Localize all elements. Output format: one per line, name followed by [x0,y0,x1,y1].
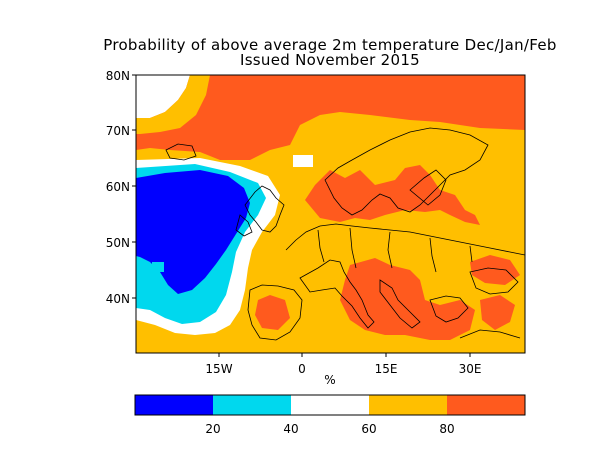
colorbar-tick-label: 20 [205,422,220,436]
map-subtitle: Issued November 2015 [239,51,421,69]
field-80-100-black-sea [480,295,515,330]
colorbar-tick-label: 60 [361,422,376,436]
field-20-40-dot [152,262,164,272]
colorbar-tick-label: 40 [283,422,298,436]
field-80-100-north [136,75,525,160]
coastlines [165,127,525,341]
lat-label: 40N [106,292,130,306]
lat-label: 70N [106,124,130,138]
field-80-100-iberia [255,295,290,330]
field-40-60-patch [293,155,313,167]
colorbar: 20 40 60 80 [134,394,526,436]
colorbar-unit: % [324,373,335,387]
field-0-20-atlantic [136,170,250,294]
map-field [136,75,525,353]
colorbar-bin-80-100 [447,395,525,415]
lat-label: 80N [106,69,130,83]
colorbar-bin-0-20 [135,395,213,415]
lat-axis: 80N 70N 60N 50N 40N [106,69,136,306]
map-title: Probability of above average 2m temperat… [103,36,557,54]
colorbar-bin-40-60 [291,395,369,415]
lon-label: 0 [298,362,306,376]
colorbar-frame [134,394,526,416]
field-80-100-europe [305,165,480,225]
colorbar-tick-label: 80 [439,422,454,436]
colorbar-bin-20-40 [213,395,291,415]
lon-label: 15E [375,362,398,376]
lon-label: 30E [459,362,482,376]
lon-label: 15W [205,362,232,376]
lat-label: 60N [106,180,130,194]
colorbar-bin-60-80 [369,395,447,415]
map-frame [135,74,526,354]
lat-label: 50N [106,236,130,250]
field-80-100-east [470,255,520,285]
field-40-60-arctic [136,75,190,118]
lon-axis: 15W 0 15E 30E [205,353,481,376]
field-60-80-arctic [136,75,210,134]
